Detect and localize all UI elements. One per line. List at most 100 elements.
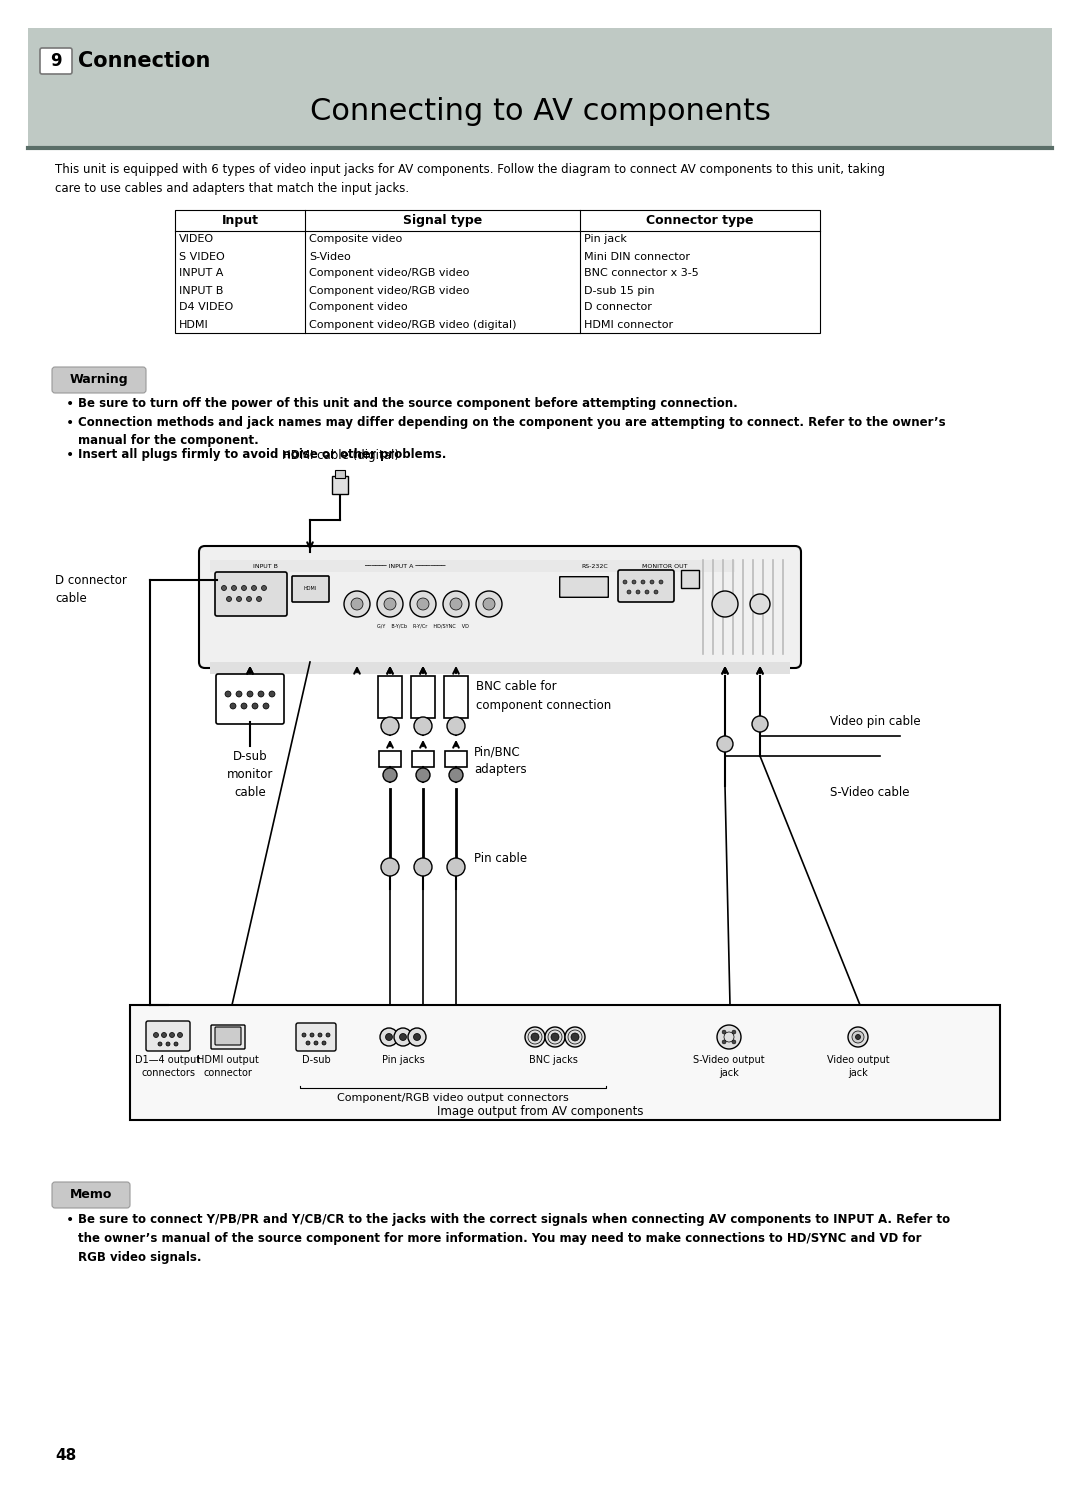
- FancyBboxPatch shape: [296, 1023, 336, 1051]
- FancyBboxPatch shape: [40, 48, 72, 74]
- Circle shape: [414, 858, 432, 876]
- FancyBboxPatch shape: [215, 1027, 241, 1045]
- Text: INPUT B: INPUT B: [253, 563, 278, 569]
- Text: D1—4 output
connectors: D1—4 output connectors: [135, 1056, 201, 1078]
- Circle shape: [571, 1033, 579, 1041]
- FancyBboxPatch shape: [559, 576, 608, 597]
- Bar: [411, 676, 435, 718]
- Circle shape: [174, 1042, 178, 1045]
- Circle shape: [525, 1027, 545, 1047]
- Text: D-sub: D-sub: [301, 1056, 330, 1065]
- Bar: [378, 676, 402, 718]
- Text: G/Y    B-Y/Cb    R-Y/Cr    HD/SYNC    VD: G/Y B-Y/Cb R-Y/Cr HD/SYNC VD: [377, 624, 469, 628]
- Circle shape: [257, 597, 261, 602]
- Text: MONITOR OUT: MONITOR OUT: [643, 563, 688, 569]
- Text: Warning: Warning: [70, 374, 129, 387]
- Circle shape: [177, 1032, 183, 1038]
- Circle shape: [264, 703, 269, 709]
- Text: BNC jacks: BNC jacks: [528, 1056, 578, 1065]
- Text: HDMI: HDMI: [303, 587, 316, 591]
- Text: HDMI cable (digital): HDMI cable (digital): [282, 450, 399, 462]
- Circle shape: [717, 1024, 741, 1048]
- Text: VIDEO: VIDEO: [179, 234, 214, 244]
- Text: BNC cable for
component connection: BNC cable for component connection: [476, 680, 611, 712]
- Circle shape: [852, 1030, 864, 1042]
- Circle shape: [227, 597, 231, 602]
- Circle shape: [384, 599, 396, 610]
- Text: BNC connector x 3-5: BNC connector x 3-5: [584, 268, 699, 278]
- Circle shape: [723, 1030, 726, 1033]
- Text: D-sub 15 pin: D-sub 15 pin: [584, 286, 654, 295]
- Text: Component video/RGB video: Component video/RGB video: [309, 286, 470, 295]
- Circle shape: [848, 1027, 868, 1047]
- Circle shape: [414, 718, 432, 736]
- Text: •: •: [66, 415, 75, 430]
- Text: Insert all plugs firmly to avoid noise or other problems.: Insert all plugs firmly to avoid noise o…: [78, 448, 446, 462]
- FancyBboxPatch shape: [215, 572, 287, 616]
- Circle shape: [261, 585, 267, 591]
- Circle shape: [153, 1032, 159, 1038]
- Circle shape: [732, 1030, 735, 1033]
- Circle shape: [247, 691, 253, 697]
- Circle shape: [380, 1027, 399, 1045]
- Bar: [175, 210, 820, 334]
- Circle shape: [381, 858, 399, 876]
- Circle shape: [237, 691, 242, 697]
- Text: INPUT A: INPUT A: [179, 268, 224, 278]
- Circle shape: [221, 585, 227, 591]
- Text: Be sure to connect Y/PB/PR and Y/CB/CR to the jacks with the correct signals whe: Be sure to connect Y/PB/PR and Y/CB/CR t…: [78, 1214, 950, 1264]
- Bar: [444, 676, 468, 718]
- Circle shape: [242, 585, 246, 591]
- Text: D connector: D connector: [584, 302, 652, 313]
- Text: HDMI output
connector: HDMI output connector: [197, 1056, 259, 1078]
- FancyBboxPatch shape: [199, 546, 801, 669]
- Text: Connector type: Connector type: [646, 214, 754, 226]
- Circle shape: [717, 736, 733, 752]
- Circle shape: [394, 1027, 411, 1045]
- Circle shape: [447, 718, 465, 736]
- Text: S-Video cable: S-Video cable: [831, 786, 909, 800]
- Text: Connection: Connection: [78, 51, 211, 71]
- Circle shape: [650, 581, 654, 584]
- Circle shape: [170, 1032, 175, 1038]
- Text: D4 VIDEO: D4 VIDEO: [179, 302, 233, 313]
- Circle shape: [400, 1033, 406, 1041]
- Circle shape: [231, 585, 237, 591]
- Text: This unit is equipped with 6 types of video input jacks for AV components. Follo: This unit is equipped with 6 types of vi…: [55, 162, 885, 195]
- Circle shape: [752, 716, 768, 733]
- FancyBboxPatch shape: [216, 675, 284, 724]
- Text: S-Video output
jack: S-Video output jack: [693, 1056, 765, 1078]
- Circle shape: [732, 1039, 735, 1044]
- Text: •: •: [66, 398, 75, 411]
- FancyBboxPatch shape: [211, 1024, 245, 1048]
- Text: D-sub
monitor
cable: D-sub monitor cable: [227, 750, 273, 800]
- Text: Video output
jack: Video output jack: [826, 1056, 889, 1078]
- FancyBboxPatch shape: [146, 1021, 190, 1051]
- Text: Connection methods and jack names may differ depending on the component you are : Connection methods and jack names may di…: [78, 415, 946, 447]
- Text: Connecting to AV components: Connecting to AV components: [310, 97, 770, 127]
- Circle shape: [318, 1033, 322, 1036]
- Text: HDMI: HDMI: [179, 320, 208, 329]
- Text: RS-232C: RS-232C: [582, 563, 608, 569]
- FancyBboxPatch shape: [618, 570, 674, 602]
- Circle shape: [712, 591, 738, 616]
- Circle shape: [310, 1033, 314, 1036]
- Bar: [210, 560, 735, 572]
- Text: Be sure to turn off the power of this unit and the source component before attem: Be sure to turn off the power of this un…: [78, 398, 738, 409]
- Circle shape: [322, 1041, 326, 1045]
- Circle shape: [654, 590, 658, 594]
- Text: Pin jack: Pin jack: [584, 234, 626, 244]
- Text: Memo: Memo: [70, 1188, 112, 1202]
- Text: Pin/BNC
adapters: Pin/BNC adapters: [474, 746, 527, 776]
- Circle shape: [302, 1033, 306, 1036]
- Text: INPUT B: INPUT B: [179, 286, 224, 295]
- Circle shape: [158, 1042, 162, 1045]
- Text: Component video/RGB video: Component video/RGB video: [309, 268, 470, 278]
- Text: •: •: [66, 448, 75, 462]
- FancyBboxPatch shape: [52, 366, 146, 393]
- Circle shape: [237, 597, 242, 602]
- Circle shape: [383, 768, 397, 782]
- Circle shape: [351, 599, 363, 610]
- Text: Component/RGB video output connectors: Component/RGB video output connectors: [337, 1093, 569, 1103]
- Circle shape: [414, 1033, 420, 1041]
